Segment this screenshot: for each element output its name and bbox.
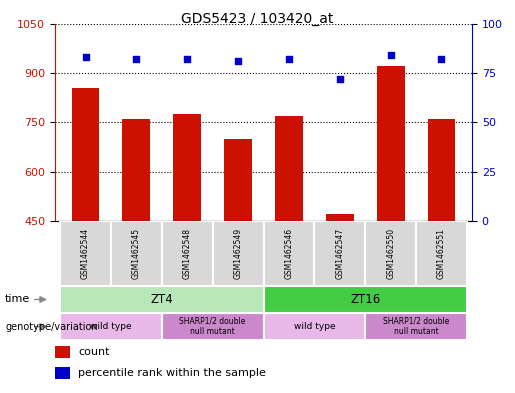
Point: [437, 56, 445, 62]
Text: count: count: [78, 347, 109, 357]
Bar: [173, 114, 201, 221]
Text: GSM1462547: GSM1462547: [335, 228, 345, 279]
Bar: [365, 221, 416, 286]
Text: percentile rank within the sample: percentile rank within the sample: [78, 368, 266, 378]
Bar: [275, 116, 303, 221]
Text: GSM1462546: GSM1462546: [284, 228, 294, 279]
Bar: [365, 313, 467, 340]
Text: SHARP1/2 double
null mutant: SHARP1/2 double null mutant: [383, 317, 449, 336]
Text: GSM1462549: GSM1462549: [234, 228, 243, 279]
Text: genotype/variation: genotype/variation: [5, 321, 98, 332]
Point: [132, 56, 141, 62]
Bar: [55, 345, 70, 358]
Bar: [55, 367, 70, 379]
Bar: [264, 221, 314, 286]
Bar: [60, 286, 264, 313]
Bar: [264, 313, 365, 340]
Point: [285, 56, 293, 62]
Bar: [213, 221, 264, 286]
Text: GSM1462545: GSM1462545: [132, 228, 141, 279]
Bar: [264, 286, 467, 313]
Bar: [427, 119, 455, 221]
Bar: [60, 221, 111, 286]
Text: GSM1462550: GSM1462550: [386, 228, 395, 279]
Bar: [326, 215, 354, 221]
Text: ZT4: ZT4: [150, 293, 173, 306]
Bar: [416, 221, 467, 286]
Text: time: time: [5, 294, 30, 305]
Text: wild type: wild type: [90, 322, 132, 331]
Text: GDS5423 / 103420_at: GDS5423 / 103420_at: [181, 12, 334, 26]
Bar: [72, 88, 99, 221]
Point: [336, 76, 344, 82]
Bar: [162, 313, 264, 340]
Point: [234, 58, 242, 64]
Text: wild type: wild type: [294, 322, 335, 331]
Bar: [376, 66, 405, 221]
Point: [183, 56, 192, 62]
Bar: [314, 221, 365, 286]
Text: GSM1462548: GSM1462548: [183, 228, 192, 279]
Text: SHARP1/2 double
null mutant: SHARP1/2 double null mutant: [179, 317, 246, 336]
Text: GSM1462551: GSM1462551: [437, 228, 446, 279]
Bar: [224, 139, 252, 221]
Bar: [123, 119, 150, 221]
Bar: [60, 313, 162, 340]
Bar: [111, 221, 162, 286]
Point: [387, 52, 395, 58]
Point: [81, 54, 90, 60]
Bar: [162, 221, 213, 286]
Text: GSM1462544: GSM1462544: [81, 228, 90, 279]
Text: ZT16: ZT16: [350, 293, 381, 306]
